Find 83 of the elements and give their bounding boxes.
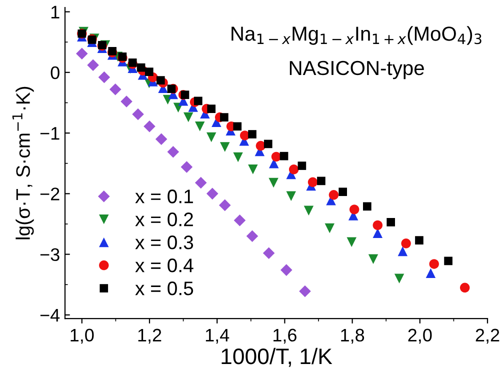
point <box>415 236 424 245</box>
x-tick-label: 1,0 <box>70 328 94 344</box>
point <box>394 274 404 284</box>
point <box>98 71 110 84</box>
point <box>218 199 231 212</box>
point <box>144 120 156 132</box>
point <box>264 140 272 148</box>
point <box>206 188 218 200</box>
point <box>195 122 205 132</box>
point <box>280 152 288 160</box>
point <box>207 104 216 113</box>
point <box>363 202 372 211</box>
y-axis-title: lg(σ·T, S·cm$^{−1}$·K) <box>12 86 34 240</box>
x-tick-label: 1,8 <box>341 328 364 344</box>
point <box>346 237 356 248</box>
annotation: NASICON-type <box>290 60 424 80</box>
x-tick-label: 2,0 <box>408 328 432 344</box>
point <box>248 130 256 138</box>
point <box>324 223 335 234</box>
point <box>386 218 395 226</box>
point <box>180 90 190 100</box>
point <box>426 268 436 278</box>
point <box>280 264 292 276</box>
legend-label: x = 0.4 <box>135 258 194 272</box>
point <box>288 164 299 174</box>
point <box>220 142 230 152</box>
point <box>444 256 452 266</box>
point <box>349 204 360 214</box>
y-tick-label: 0 <box>50 66 60 80</box>
x-tick-label: 1,6 <box>274 328 296 344</box>
point <box>271 152 282 162</box>
point <box>155 133 168 145</box>
point <box>308 177 318 188</box>
point <box>304 206 314 216</box>
point <box>76 48 88 60</box>
y-tick-label: −3 <box>40 248 60 262</box>
point <box>120 96 132 108</box>
point <box>328 190 339 200</box>
point <box>234 214 246 226</box>
point <box>87 59 99 72</box>
point <box>233 152 243 162</box>
x-tick-label: 2,2 <box>476 328 500 344</box>
point <box>429 259 439 269</box>
point <box>368 254 378 264</box>
point <box>109 83 122 96</box>
point <box>132 108 144 120</box>
point <box>372 220 383 230</box>
x-tick-label: 1,4 <box>206 328 230 344</box>
point <box>206 132 216 142</box>
point <box>194 96 202 106</box>
point <box>286 191 296 201</box>
x-tick-label: 1,2 <box>138 328 162 344</box>
point <box>262 247 275 259</box>
point <box>167 146 180 158</box>
point <box>233 122 242 131</box>
point <box>167 84 176 93</box>
y-tick-label: −4 <box>40 309 60 322</box>
text: Na$_{1−x}$Mg$_{1−x}$In$_{1+x}$(MoO$_{4}$)$_{3}$ <box>232 26 482 45</box>
y-tick-label: −2 <box>40 188 60 200</box>
point <box>246 230 258 242</box>
point <box>268 178 278 188</box>
point <box>317 176 326 186</box>
legend-label: x = 0.5 <box>135 282 194 296</box>
point <box>180 161 193 173</box>
point <box>299 285 311 298</box>
point <box>460 282 470 293</box>
legend-label: x = 0.1 <box>135 190 193 204</box>
legend-label: x = 0.3 <box>135 236 194 250</box>
x-axis-title: 1000/T, 1/K <box>222 348 332 367</box>
point <box>298 162 306 170</box>
point <box>248 164 258 174</box>
y-tick-label: −1 <box>40 127 60 140</box>
point <box>136 63 146 72</box>
point <box>156 76 165 84</box>
point <box>398 246 408 256</box>
point <box>184 112 194 122</box>
y-tick-label: 1 <box>51 6 60 18</box>
point <box>401 238 411 248</box>
point <box>338 188 348 196</box>
point <box>144 68 154 76</box>
legend-label: x = 0.2 <box>135 212 193 226</box>
point <box>220 113 228 122</box>
point <box>194 176 207 189</box>
